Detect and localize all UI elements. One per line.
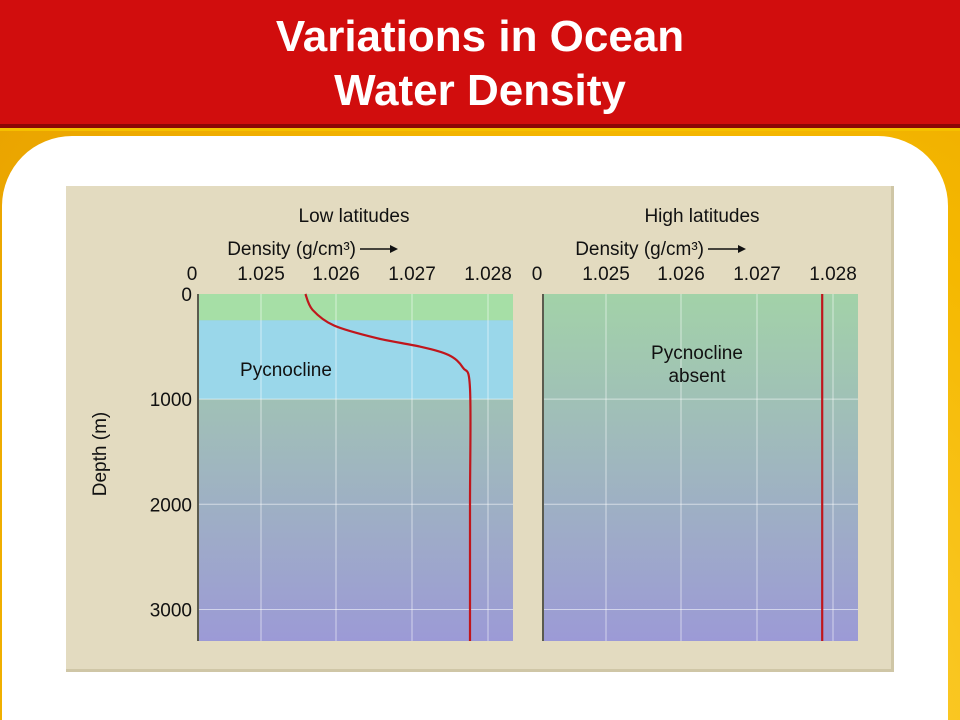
low-latitudes-title: Low latitudes bbox=[299, 206, 410, 227]
y-tick-label: 0 bbox=[181, 285, 192, 306]
low-latitudes-x-tick-label: 1.025 bbox=[237, 264, 285, 285]
high-latitudes-x-tick-label: 1.026 bbox=[657, 264, 705, 285]
low-latitudes-x-tick-label: 1.028 bbox=[464, 264, 512, 285]
low-latitudes-density-curve bbox=[304, 293, 472, 641]
high-latitudes-x-tick-label: 1.027 bbox=[733, 264, 781, 285]
high-latitudes-panel: High latitudes Density (g/cm³) 0 1.025 1.0… bbox=[532, 206, 858, 641]
pycnocline-absent-label-line1: Pycnocline bbox=[651, 343, 743, 364]
high-latitudes-grid bbox=[543, 294, 858, 641]
title-bar: Variations in Ocean Water Density bbox=[0, 0, 960, 128]
high-latitudes-plot-area bbox=[543, 294, 858, 641]
high-latitudes-x-tick-label: 1.025 bbox=[582, 264, 630, 285]
low-latitudes-arrow-icon bbox=[390, 245, 398, 253]
high-latitudes-arrow-icon bbox=[738, 245, 746, 253]
pycnocline-absent-label-line2: absent bbox=[668, 366, 726, 387]
low-latitudes-x-tick-label: 1.026 bbox=[312, 264, 360, 285]
y-tick-label: 2000 bbox=[150, 495, 192, 516]
high-latitudes-x-tick-label: 0 bbox=[532, 264, 543, 285]
low-latitudes-panel: Low latitudes Density (g/cm³) 0 1.025 1.02… bbox=[150, 206, 513, 641]
low-latitudes-x-tick-label: 0 bbox=[187, 264, 198, 285]
pycnocline-label: Pycnocline bbox=[240, 360, 332, 381]
y-tick-label: 3000 bbox=[150, 600, 192, 621]
density-figure: Depth (m) Low latitudes Density (g/cm³) … bbox=[66, 186, 894, 672]
low-latitudes-x-tick-label: 1.027 bbox=[388, 264, 436, 285]
density-charts: Depth (m) Low latitudes Density (g/cm³) … bbox=[90, 206, 858, 641]
y-axis-label: Depth (m) bbox=[90, 412, 111, 496]
title-line-2: Water Density bbox=[334, 66, 626, 115]
title-line-1: Variations in Ocean bbox=[275, 12, 685, 61]
low-latitudes-density-label: Density (g/cm³) bbox=[227, 239, 356, 260]
slide-title: Variations in Ocean Water Density bbox=[0, 10, 960, 118]
high-latitudes-title: High latitudes bbox=[644, 206, 759, 227]
high-latitudes-x-ticks: 0 1.025 1.026 1.027 1.028 bbox=[532, 264, 857, 285]
high-latitudes-density-label: Density (g/cm³) bbox=[575, 239, 704, 260]
y-tick-label: 1000 bbox=[150, 390, 192, 411]
low-latitudes-grid bbox=[198, 294, 513, 641]
y-axis-ticks: 0 1000 2000 3000 bbox=[150, 285, 192, 621]
high-latitudes-x-tick-label: 1.028 bbox=[809, 264, 857, 285]
low-latitudes-x-ticks: 0 1.025 1.026 1.027 1.028 bbox=[187, 264, 512, 285]
surface-zone bbox=[198, 294, 513, 321]
